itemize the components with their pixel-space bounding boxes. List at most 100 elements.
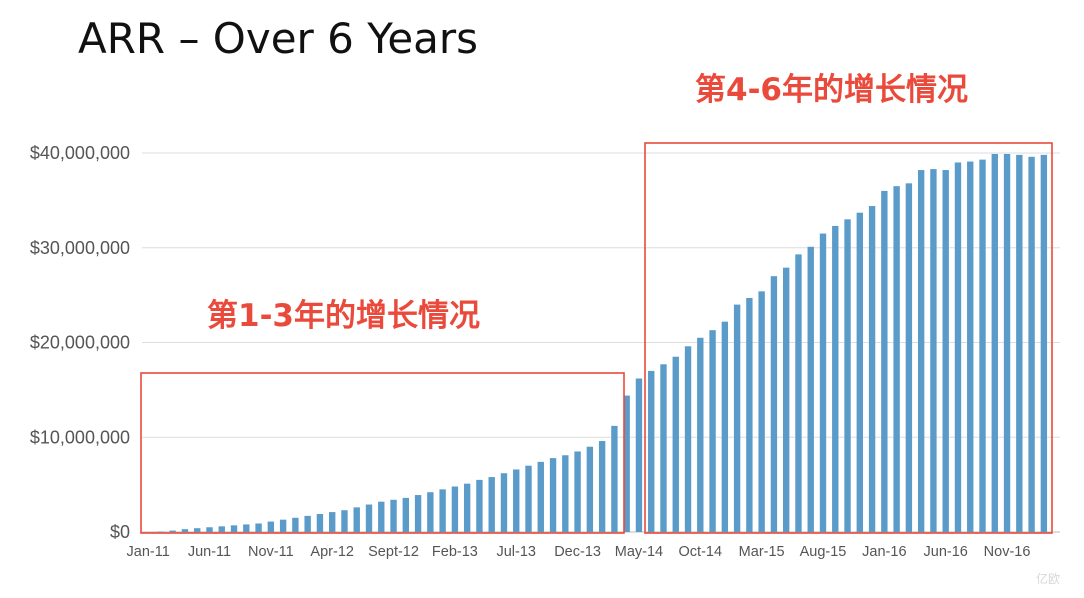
bar	[868, 206, 876, 532]
bar	[770, 276, 778, 532]
bar	[537, 461, 544, 532]
x-tick-label: Nov-16	[984, 544, 1031, 560]
bar	[500, 473, 508, 532]
bar	[181, 529, 189, 532]
bar	[218, 526, 225, 532]
bar	[329, 512, 336, 532]
bar	[279, 519, 287, 532]
x-tick-label: Dec-13	[554, 544, 601, 560]
bar	[635, 378, 643, 532]
bar	[660, 364, 667, 532]
x-tick-label: Mar-15	[739, 544, 785, 560]
x-tick-label: Aug-15	[800, 544, 847, 560]
bar	[574, 451, 581, 532]
bar	[697, 337, 704, 532]
x-tick-label: Oct-14	[679, 544, 723, 560]
x-tick-label: Jan-16	[862, 544, 906, 560]
bar	[365, 504, 373, 532]
x-tick-label: May-14	[615, 544, 663, 560]
y-tick-label: $40,000,000	[30, 143, 130, 163]
bar	[733, 304, 741, 532]
bar	[672, 356, 679, 532]
bar	[194, 528, 201, 532]
bar	[169, 530, 176, 532]
bar	[353, 507, 360, 532]
bar	[917, 170, 925, 532]
x-axis-ticks: Jan-11 Jun-11 Nov-11 Apr-12 Sept-12 Feb-13 Jul…	[127, 544, 1031, 560]
y-tick-label: $0	[110, 522, 130, 542]
bar	[414, 495, 422, 532]
x-tick-label: Nov-11	[248, 544, 294, 560]
bar	[746, 297, 753, 532]
chart-title: ARR – Over 6 Years	[78, 14, 478, 63]
bar	[488, 477, 495, 532]
bar	[832, 225, 839, 532]
bar	[267, 521, 275, 532]
y-axis-ticks: $0 $10,000,000 $20,000,000 $30,000,000 $40,0…	[30, 143, 130, 542]
bar	[255, 523, 262, 532]
bar	[991, 153, 998, 532]
bar	[1016, 154, 1023, 532]
bar	[905, 183, 913, 532]
y-tick-label: $30,000,000	[30, 238, 130, 258]
bar	[439, 489, 446, 532]
bar	[611, 425, 618, 532]
bar	[783, 267, 790, 532]
bar	[930, 169, 937, 533]
bar	[390, 499, 397, 532]
bar	[316, 514, 324, 532]
bar	[292, 517, 299, 532]
x-tick-label: Jun-11	[188, 544, 231, 560]
x-tick-label: Jun-16	[924, 544, 968, 560]
bar	[844, 219, 851, 532]
annotation-label-years-1-3: 第1-3年的增长情况	[207, 298, 480, 334]
x-tick-label: Feb-13	[432, 544, 478, 560]
watermark-logo: 亿欧	[1036, 571, 1060, 586]
bar	[562, 455, 569, 532]
bar	[881, 190, 888, 532]
bar	[954, 162, 962, 533]
bar	[684, 346, 692, 532]
bar	[549, 458, 557, 532]
annotation-label-years-4-6: 第4-6年的增长情况	[695, 72, 968, 108]
bar	[598, 441, 606, 532]
bar	[402, 497, 409, 532]
bar	[230, 525, 238, 532]
bar	[795, 254, 802, 532]
x-tick-label: Apr-12	[310, 544, 354, 560]
bar	[427, 492, 434, 532]
bar	[942, 170, 949, 532]
bar	[513, 469, 520, 532]
bar	[967, 161, 974, 532]
bar	[463, 483, 471, 532]
bar	[206, 527, 213, 532]
bars	[157, 153, 1048, 533]
y-tick-label: $10,000,000	[30, 427, 130, 447]
bar	[819, 233, 827, 533]
bar	[341, 510, 348, 532]
annotation-box-years-1-3	[140, 372, 625, 534]
bar	[979, 159, 986, 532]
bar	[1003, 153, 1011, 532]
bar	[525, 465, 532, 532]
bar	[586, 446, 594, 532]
x-tick-label: Jul-13	[496, 544, 536, 560]
y-tick-label: $20,000,000	[30, 333, 130, 353]
bar	[648, 370, 655, 532]
bar	[243, 524, 250, 532]
bar	[856, 212, 863, 532]
bar	[709, 330, 716, 532]
bar	[721, 321, 729, 532]
bar	[378, 501, 385, 532]
annotation-box-years-4-6	[644, 142, 1053, 534]
bar	[1028, 156, 1035, 533]
x-tick-label: Jan-11	[127, 544, 170, 560]
bar	[758, 291, 765, 532]
bar	[1040, 154, 1048, 532]
x-tick-label: Sept-12	[368, 544, 419, 560]
bar	[807, 246, 814, 533]
bar	[893, 186, 900, 532]
bar	[476, 479, 483, 532]
bar	[623, 395, 630, 532]
